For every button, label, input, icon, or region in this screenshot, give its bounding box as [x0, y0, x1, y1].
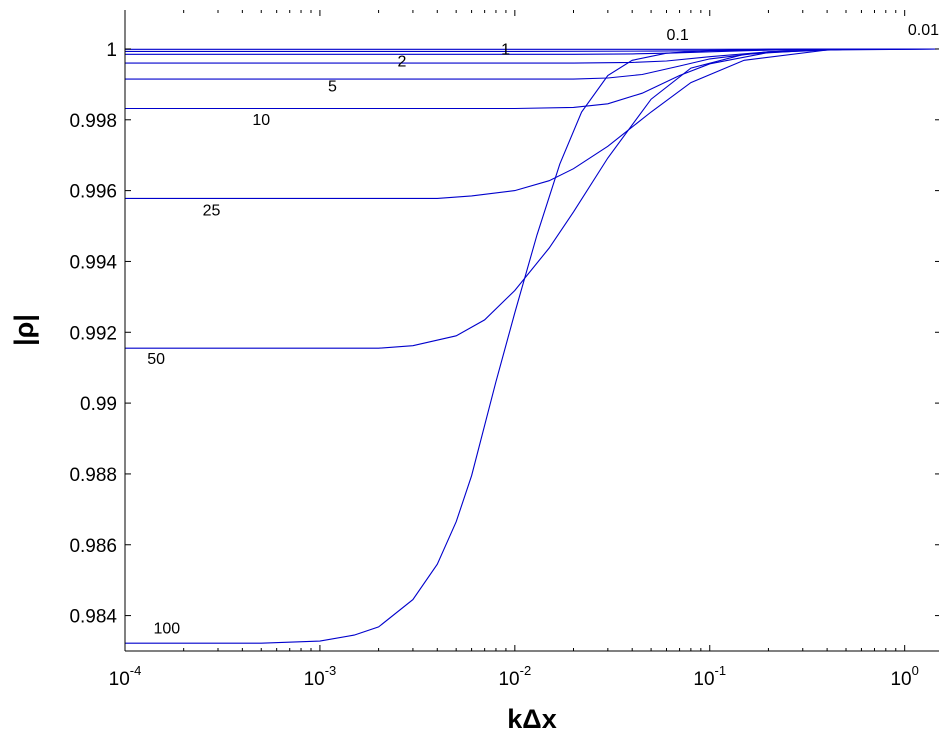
curve-label: 100 — [153, 620, 180, 637]
y-tick-label: 0.986 — [69, 536, 117, 557]
series-line — [125, 48, 939, 644]
series-line — [125, 48, 940, 349]
curve-label: 50 — [147, 351, 165, 368]
curve-label: 25 — [203, 202, 221, 219]
curve-label: 5 — [328, 78, 337, 95]
curves-group — [125, 48, 940, 644]
curve-label: 0.1 — [667, 27, 689, 44]
plot-area — [125, 10, 939, 651]
x-tick-label: 10-4 — [109, 663, 142, 690]
x-tick-label: 10-2 — [498, 663, 531, 690]
ticks-group: 1 0.998 0.996 0.994 0.992 0.99 0.988 0.986 0.984… — [69, 10, 939, 690]
y-tick-label: 0.994 — [69, 252, 117, 273]
y-axis-title: |ρ| — [9, 314, 39, 346]
x-tick-label: 10-1 — [693, 663, 726, 690]
y-tick-label: 0.996 — [69, 182, 117, 203]
x-tick-label: 10-3 — [304, 663, 337, 690]
x-axis-title: kΔx — [507, 704, 556, 734]
y-tick-label: 0.992 — [69, 323, 117, 344]
curve-label: 10 — [252, 112, 270, 129]
x-tick-label: 100 — [890, 663, 918, 690]
y-tick-label: 0.988 — [69, 465, 117, 486]
y-tick-label: 0.99 — [80, 394, 117, 415]
curve-label: 1 — [501, 41, 510, 58]
series-line — [125, 48, 940, 199]
curve-label: 0.01 — [908, 22, 939, 39]
y-tick-label: 0.998 — [69, 111, 117, 132]
y-tick-label: 0.984 — [69, 607, 117, 628]
curve-label: 2 — [397, 54, 406, 71]
y-tick-label: 1 — [106, 40, 117, 61]
